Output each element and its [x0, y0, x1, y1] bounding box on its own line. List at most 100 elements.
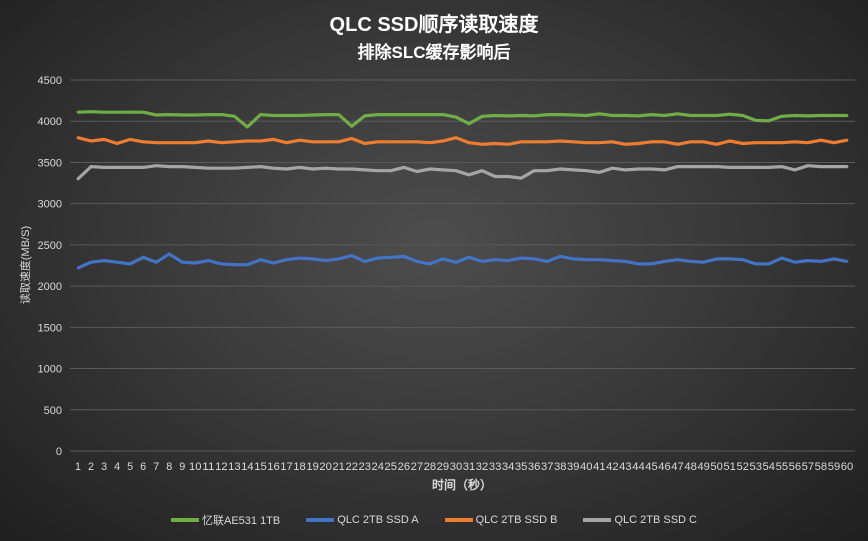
data-point — [259, 139, 262, 143]
data-point — [206, 166, 210, 170]
data-point — [154, 113, 158, 117]
data-point — [689, 140, 692, 144]
data-point — [637, 142, 640, 145]
data-point — [597, 170, 601, 174]
data-point — [454, 169, 458, 173]
legend-swatch — [583, 518, 612, 522]
data-point — [467, 173, 471, 177]
data-point — [532, 169, 536, 173]
chart-subtitle: 排除SLC缓存影响后 — [357, 43, 511, 62]
data-point — [167, 165, 171, 168]
data-point — [206, 259, 210, 262]
data-point — [767, 141, 771, 145]
data-point — [493, 175, 497, 178]
x-tick-label: 23 — [358, 461, 371, 473]
data-point — [246, 139, 249, 143]
data-point — [428, 262, 432, 266]
data-point — [741, 114, 745, 117]
data-point — [115, 142, 119, 145]
data-point — [180, 260, 184, 264]
data-point — [206, 139, 210, 143]
data-point — [233, 140, 236, 144]
x-tick-label: 5 — [127, 461, 133, 473]
data-point — [415, 259, 419, 263]
data-point — [89, 260, 93, 264]
data-point — [350, 124, 354, 128]
x-tick-label: 27 — [411, 461, 424, 473]
data-point — [389, 255, 393, 259]
legend-label: QLC 2TB SSD C — [614, 514, 698, 526]
data-point — [702, 140, 706, 144]
data-point — [233, 114, 236, 118]
legend: 忆联AE531 1TB QLC 2TB SSD A QLC 2TB SSD B QLC… — [0, 512, 868, 528]
y-tick-label: 1000 — [38, 364, 62, 376]
x-tick-label: 17 — [280, 461, 293, 473]
x-tick-label: 39 — [567, 461, 580, 473]
series-line-3 — [76, 164, 847, 181]
data-point — [363, 259, 367, 263]
data-point — [259, 113, 262, 117]
data-point — [506, 142, 510, 146]
data-point — [193, 261, 197, 265]
data-point — [689, 259, 692, 263]
data-point — [337, 167, 341, 171]
x-axis-label: 时间（秒） — [432, 477, 492, 492]
data-point — [793, 260, 797, 264]
data-point — [441, 257, 445, 261]
x-tick-label: 11 — [202, 461, 215, 473]
x-tick-label: 38 — [554, 461, 567, 473]
x-tick-label: 35 — [515, 461, 528, 473]
data-point — [141, 255, 145, 259]
y-tick-label: 500 — [44, 405, 62, 417]
data-point — [259, 165, 262, 168]
data-point — [624, 259, 627, 263]
data-point — [128, 262, 132, 266]
legend-item: 忆联AE531 1TB — [170, 512, 280, 528]
data-point — [272, 166, 275, 170]
data-point — [624, 142, 627, 146]
data-point — [402, 113, 406, 117]
data-point — [545, 169, 549, 173]
data-point — [337, 113, 341, 117]
data-point — [272, 137, 275, 141]
data-point — [415, 140, 419, 144]
data-point — [219, 166, 223, 170]
x-tick-label: 29 — [437, 461, 450, 473]
y-tick-label: 4500 — [38, 75, 62, 87]
data-point — [493, 142, 497, 145]
y-tick-label: 3500 — [38, 157, 62, 169]
data-point — [845, 259, 849, 263]
data-point — [115, 110, 119, 114]
x-tick-label: 43 — [619, 461, 632, 473]
data-point — [324, 166, 328, 170]
data-point — [415, 170, 419, 173]
x-tick-label: 19 — [306, 461, 319, 473]
data-point — [128, 110, 132, 114]
data-point — [558, 113, 562, 117]
x-tick-label: 45 — [645, 461, 658, 473]
x-tick-label: 26 — [398, 461, 411, 473]
x-tick-label: 53 — [750, 461, 763, 473]
data-point — [311, 113, 315, 117]
data-point — [571, 113, 575, 117]
data-point — [311, 140, 315, 144]
data-point — [180, 113, 184, 117]
data-point — [650, 113, 653, 117]
data-point — [311, 167, 315, 171]
data-point — [584, 169, 588, 173]
data-point — [141, 140, 145, 144]
data-point — [610, 140, 614, 144]
data-point — [519, 114, 523, 117]
data-point — [506, 175, 510, 178]
data-point — [376, 113, 380, 117]
data-point — [793, 114, 797, 117]
x-tick-label: 30 — [450, 461, 463, 473]
chart-title: QLC SSD顺序读取速度 — [329, 14, 539, 36]
data-point — [741, 142, 745, 145]
data-point — [102, 137, 106, 141]
data-point — [767, 262, 771, 266]
data-point — [402, 255, 406, 258]
x-tick-label: 36 — [528, 461, 541, 473]
x-tick-label: 14 — [241, 461, 254, 473]
